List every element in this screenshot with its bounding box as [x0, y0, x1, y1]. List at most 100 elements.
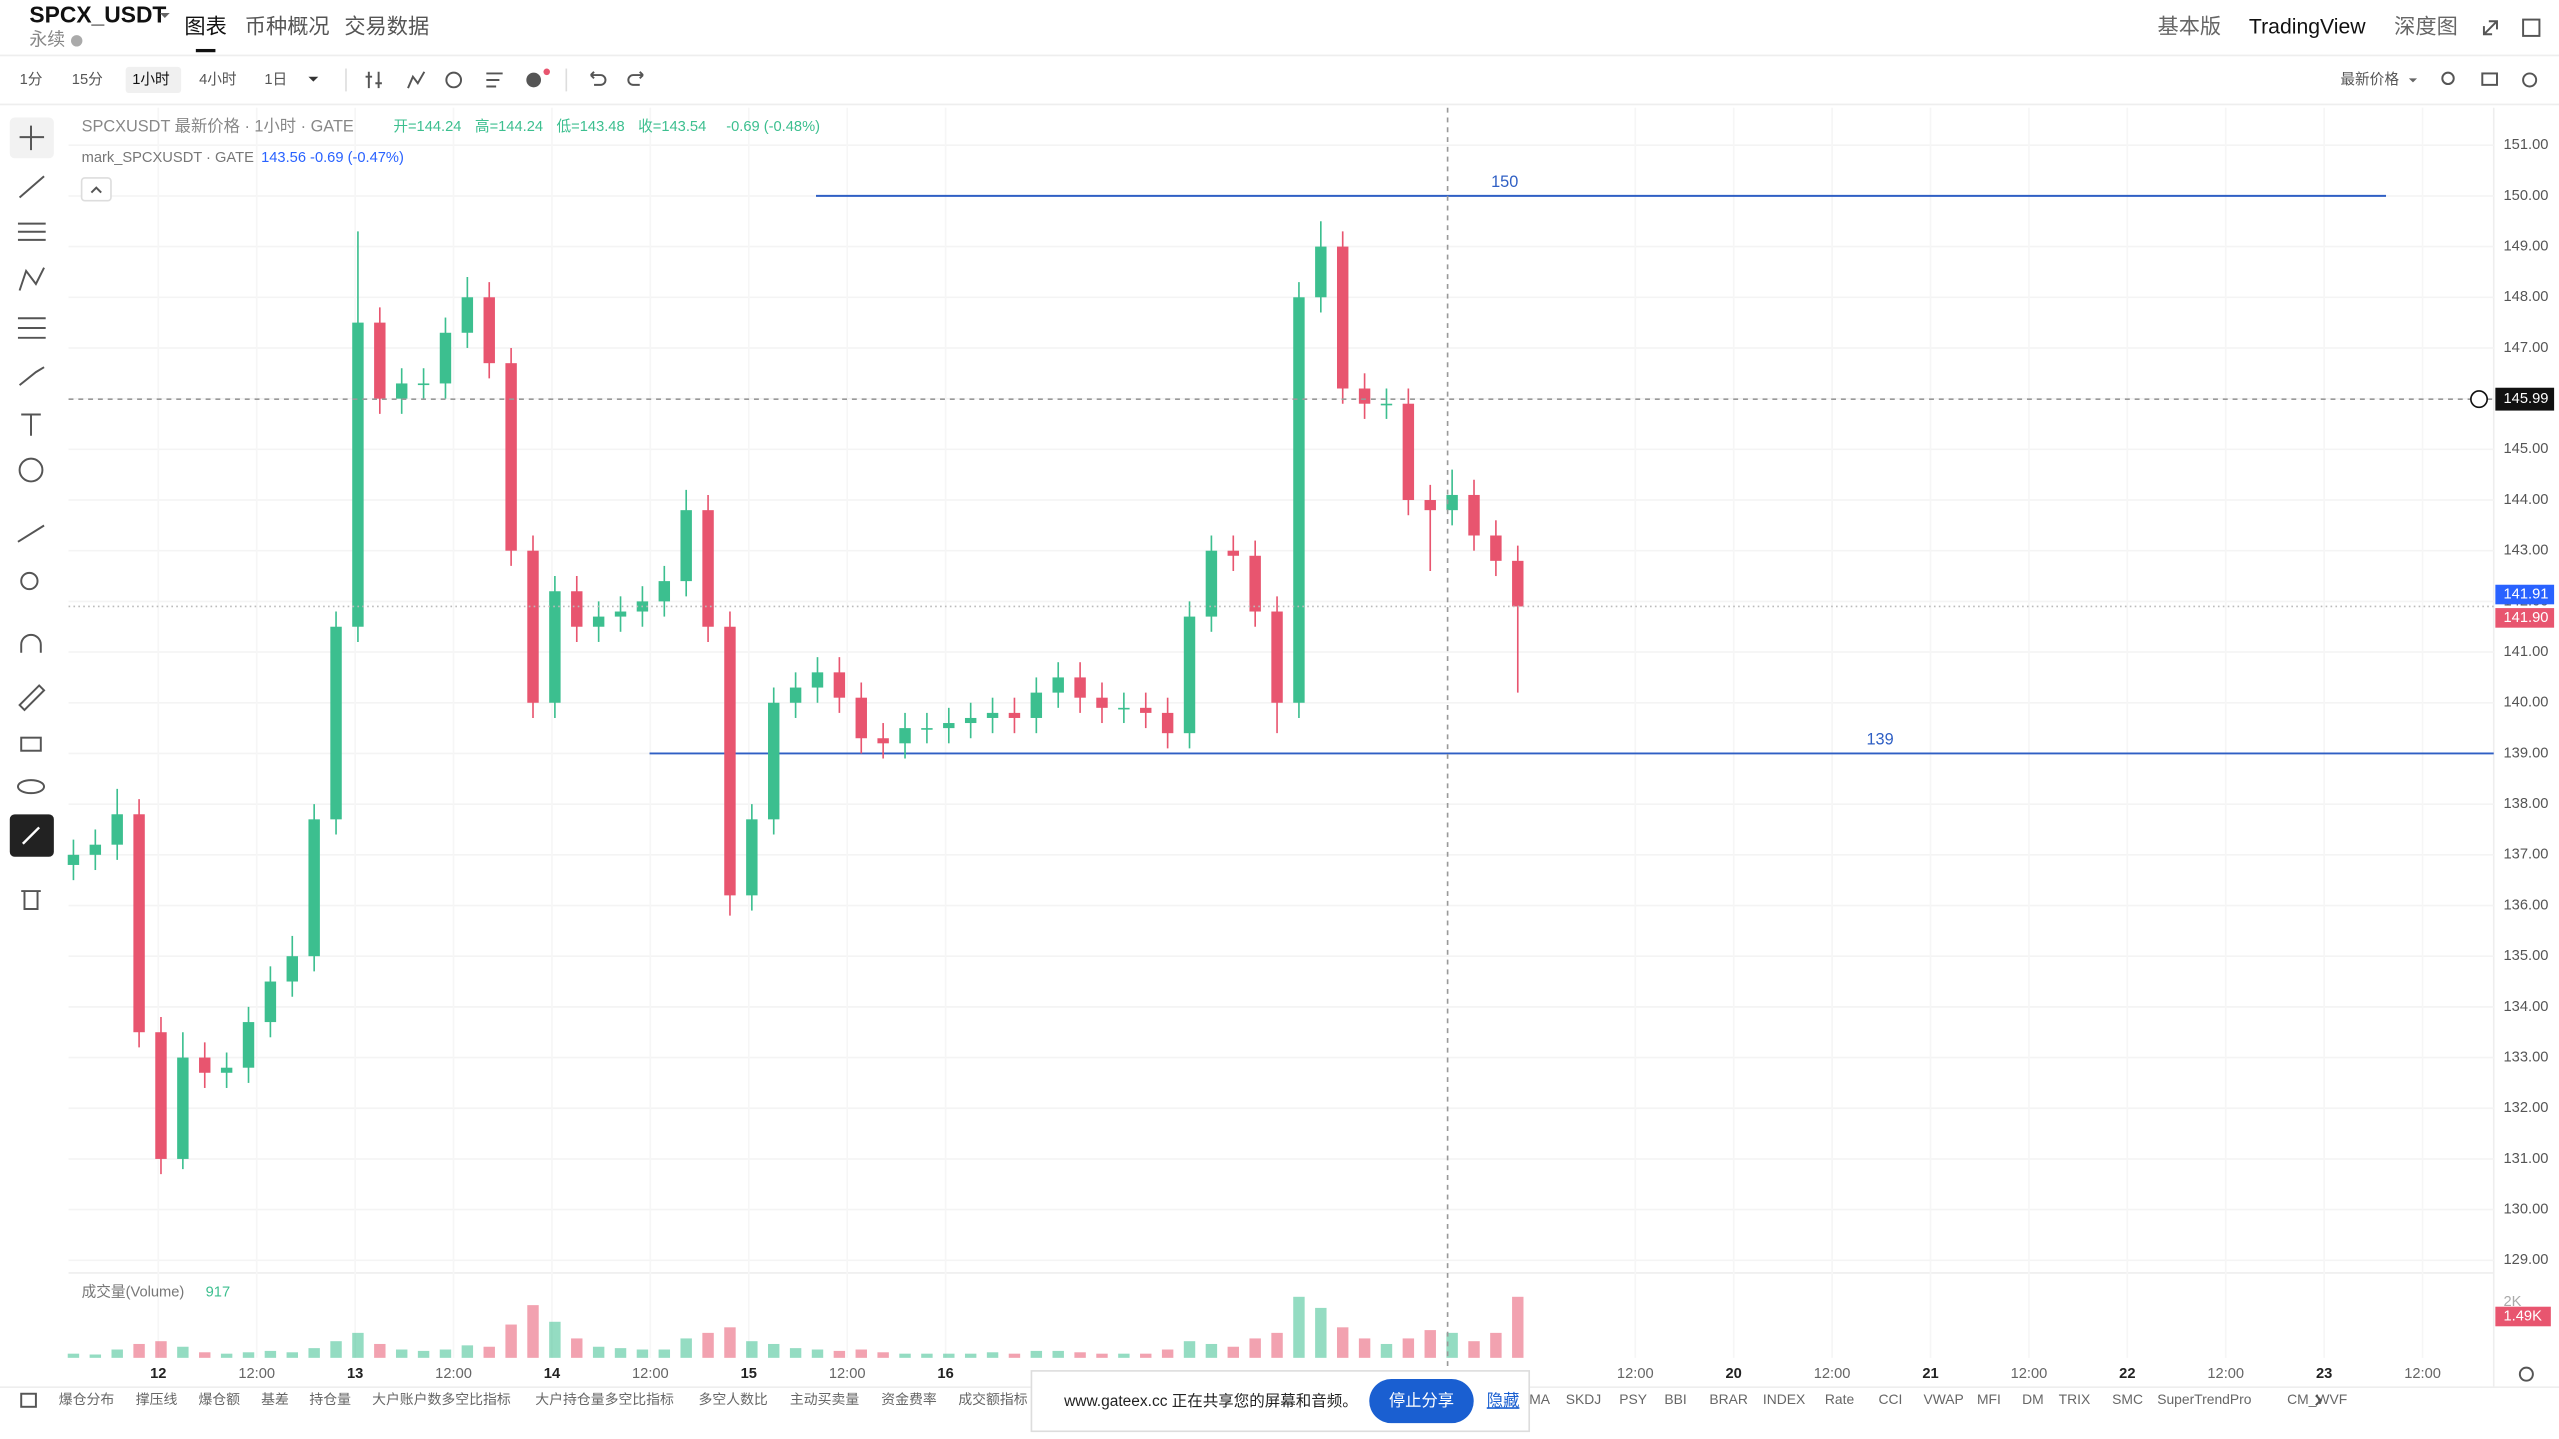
chart-type-icon[interactable]	[365, 71, 382, 89]
redo-icon[interactable]	[627, 71, 644, 86]
indicator[interactable]: 持仓量	[309, 1391, 351, 1407]
indicator[interactable]: 基差	[261, 1391, 289, 1407]
volume-bar	[986, 1352, 999, 1358]
tab[interactable]: 图表	[184, 14, 226, 38]
indicator[interactable]: SMC	[2112, 1391, 2143, 1407]
interval[interactable]: 1小时	[132, 71, 170, 88]
y-tick-label: 144.00	[2504, 492, 2549, 508]
candle-body	[1074, 677, 1086, 698]
price-source-dropdown[interactable]	[2408, 78, 2418, 83]
volume-bar	[1512, 1296, 1524, 1358]
indicator-bar: 爆仓分布 撑压线 爆仓额 基差 持仓量 大户账户数多空比指标 大户持仓量多空比指标 多空人数比…	[59, 1391, 2347, 1407]
expand-icon[interactable]	[2482, 20, 2498, 36]
indicator[interactable]: 大户持仓量多空比指标	[535, 1391, 674, 1407]
indicator-icon[interactable]	[407, 71, 426, 89]
badge	[543, 68, 550, 76]
indicator[interactable]: 大户账户数多空比指标	[372, 1391, 511, 1407]
view-tab[interactable]: 深度图	[2394, 14, 2458, 38]
indicator[interactable]: SuperTrendPro	[2157, 1391, 2252, 1407]
price-source[interactable]: 最新价格	[2340, 71, 2399, 88]
interval-dropdown[interactable]	[308, 76, 319, 82]
volume-bar	[1096, 1353, 1108, 1358]
emoji-tool[interactable]	[18, 457, 44, 483]
indicator[interactable]: SKDJ	[1566, 1391, 1601, 1407]
indicator[interactable]: INDEX	[1763, 1391, 1805, 1407]
indicator[interactable]: MA	[1529, 1391, 1551, 1407]
camera-icon[interactable]	[2481, 72, 2498, 86]
candle-body	[1315, 246, 1327, 298]
interval[interactable]: 1日	[264, 72, 287, 88]
visibility-tool[interactable]	[16, 779, 46, 795]
more-arrow[interactable]	[2315, 1394, 2323, 1406]
link-icon	[21, 826, 41, 845]
indicator[interactable]: CM_WVF	[2287, 1391, 2347, 1407]
symbol-dropdown[interactable]	[159, 13, 170, 18]
crosshair-tool[interactable]	[19, 125, 45, 151]
volume-bar	[1052, 1350, 1064, 1358]
volume-bar	[877, 1352, 889, 1358]
volume-bar	[461, 1345, 474, 1358]
candle-body	[1293, 297, 1305, 703]
pattern-tool[interactable]	[18, 267, 45, 291]
window-icon[interactable]	[2522, 18, 2541, 37]
channel-tool[interactable]	[17, 222, 46, 241]
delete-tool[interactable]	[21, 890, 41, 911]
view-tab[interactable]: TradingView	[2249, 15, 2366, 38]
hide-link[interactable]: 隐藏	[1487, 1392, 1520, 1410]
indicator[interactable]: 撑压线	[136, 1391, 178, 1407]
search-icon[interactable]	[2441, 71, 2455, 86]
settings-icon[interactable]	[2522, 72, 2538, 88]
tab[interactable]: 交易数据	[344, 14, 429, 38]
info-icon[interactable]	[70, 35, 83, 47]
volume-bar	[658, 1349, 671, 1358]
lock-draw-tool[interactable]	[18, 684, 46, 712]
template-icon[interactable]	[486, 72, 503, 88]
stop-share-button[interactable]	[1369, 1379, 1474, 1424]
indicator[interactable]: 多空人数比	[699, 1391, 768, 1407]
candle-body	[220, 1067, 233, 1073]
add-icon[interactable]	[526, 72, 542, 88]
indicator[interactable]: BBI	[1664, 1391, 1686, 1407]
indicator[interactable]: 爆仓分布	[59, 1391, 115, 1407]
volume-bar	[1074, 1352, 1086, 1358]
collapse-button[interactable]	[80, 177, 112, 202]
zoom-tool[interactable]	[20, 571, 39, 591]
view-tab[interactable]: 基本版	[2158, 14, 2222, 38]
stop-share-label[interactable]: 停止分享	[1389, 1392, 1454, 1410]
indicator[interactable]: 资金费率	[881, 1391, 937, 1407]
y-tick-label: 145.00	[2504, 441, 2549, 457]
interval[interactable]: 1分	[20, 71, 43, 88]
trendline-tool[interactable]	[18, 175, 45, 199]
text-tool[interactable]	[21, 413, 41, 436]
ruler-tool[interactable]	[17, 524, 45, 543]
undo-icon[interactable]	[590, 71, 607, 86]
indicator[interactable]: BRAR	[1709, 1391, 1748, 1407]
indicator-menu[interactable]	[20, 1392, 37, 1408]
indicator[interactable]: VWAP	[1923, 1391, 1963, 1407]
indicator[interactable]: 主动买卖量	[790, 1391, 859, 1407]
lock-tool[interactable]	[20, 736, 42, 752]
symbol[interactable]: SPCX_USDT	[29, 1, 166, 27]
compare-icon[interactable]	[445, 71, 463, 89]
indicator[interactable]: Rate	[1825, 1391, 1855, 1407]
interval[interactable]: 15分	[72, 71, 103, 88]
indicator[interactable]: MFI	[1977, 1391, 2001, 1407]
interval[interactable]: 4小时	[199, 71, 237, 88]
indicator[interactable]: DM	[2022, 1391, 2044, 1407]
indicator[interactable]: CCI	[1878, 1391, 1902, 1407]
candle-body	[1205, 550, 1218, 617]
axis-settings[interactable]	[2518, 1366, 2534, 1382]
volume-bar	[1183, 1341, 1196, 1358]
brush-tool[interactable]	[18, 366, 45, 386]
x-tick-label: 12:00	[1617, 1366, 1654, 1382]
indicator[interactable]: TRIX	[2059, 1391, 2091, 1407]
indicator[interactable]: PSY	[1619, 1391, 1647, 1407]
indicator[interactable]: 成交额指标	[958, 1391, 1027, 1407]
fib-tool[interactable]	[17, 317, 46, 339]
magnet-tool[interactable]	[20, 633, 42, 653]
x-tick-label: 12:00	[829, 1366, 866, 1382]
indicator[interactable]: 爆仓额	[198, 1391, 240, 1407]
tab[interactable]: 币种概况	[245, 14, 330, 38]
candle-body	[374, 322, 386, 399]
ohlc-label: 高=144.24	[475, 118, 543, 135]
